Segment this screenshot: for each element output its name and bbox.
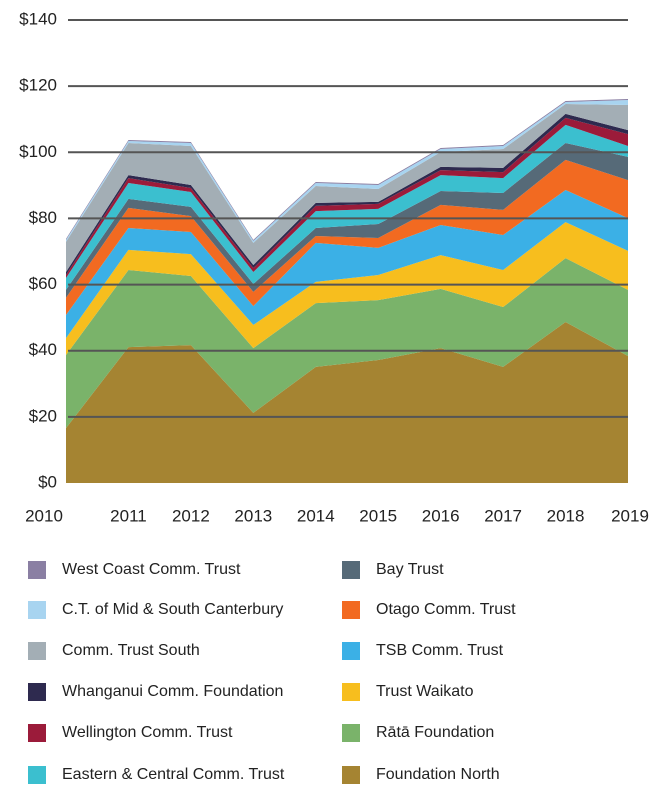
y-tick-label: $20 bbox=[29, 406, 57, 425]
x-tick-label: 2017 bbox=[484, 506, 522, 525]
legend-label: Trust Waikato bbox=[376, 683, 474, 700]
legend-label: Wellington Comm. Trust bbox=[62, 724, 233, 741]
legend-swatch bbox=[28, 683, 46, 701]
legend-swatch bbox=[342, 724, 360, 742]
legend-label: West Coast Comm. Trust bbox=[62, 561, 241, 578]
y-tick-label: $80 bbox=[29, 208, 57, 227]
x-tick-label: 2010 bbox=[25, 506, 63, 525]
area bbox=[66, 104, 628, 273]
legend-label: Whanganui Comm. Foundation bbox=[62, 683, 283, 700]
legend-swatch bbox=[28, 642, 46, 660]
legend-swatch bbox=[28, 601, 46, 619]
legend-label: Bay Trust bbox=[376, 561, 444, 578]
legend-swatch bbox=[342, 642, 360, 660]
x-tick-label: 2012 bbox=[172, 506, 210, 525]
x-tick-label: 2019 bbox=[611, 506, 649, 525]
legend-label: C.T. of Mid & South Canterbury bbox=[62, 601, 283, 618]
x-tick-label: 2018 bbox=[547, 506, 585, 525]
legend-label: Otago Comm. Trust bbox=[376, 601, 516, 618]
area bbox=[66, 258, 628, 429]
x-tick-label: 2011 bbox=[110, 506, 147, 525]
legend-label: Eastern & Central Comm. Trust bbox=[62, 766, 285, 783]
legend-label: TSB Comm. Trust bbox=[376, 642, 504, 659]
legend-swatch bbox=[342, 561, 360, 579]
legend-swatch bbox=[342, 601, 360, 619]
y-tick-label: $120 bbox=[19, 76, 57, 95]
legend-label: Comm. Trust South bbox=[62, 642, 200, 659]
legend-label: Foundation North bbox=[376, 766, 500, 783]
legend-swatch bbox=[342, 766, 360, 784]
area bbox=[66, 124, 628, 290]
area bbox=[66, 143, 628, 298]
y-tick-label: $0 bbox=[38, 472, 57, 491]
legend-swatch bbox=[28, 561, 46, 579]
y-tick-label: $140 bbox=[19, 9, 57, 28]
x-tick-label: 2015 bbox=[359, 506, 397, 525]
x-tick-label: 2014 bbox=[297, 506, 335, 525]
y-tick-label: $60 bbox=[29, 274, 57, 293]
x-tick-label: 2016 bbox=[422, 506, 460, 525]
area bbox=[66, 222, 628, 356]
y-tick-label: $100 bbox=[19, 142, 57, 161]
legend-label: Rātā Foundation bbox=[376, 724, 494, 741]
y-tick-label: $40 bbox=[29, 340, 57, 359]
legend-swatch bbox=[28, 724, 46, 742]
legend-swatch bbox=[28, 766, 46, 784]
legend-swatch bbox=[342, 683, 360, 701]
area bbox=[66, 189, 628, 339]
area bbox=[66, 159, 628, 315]
x-tick-label: 2013 bbox=[234, 506, 272, 525]
